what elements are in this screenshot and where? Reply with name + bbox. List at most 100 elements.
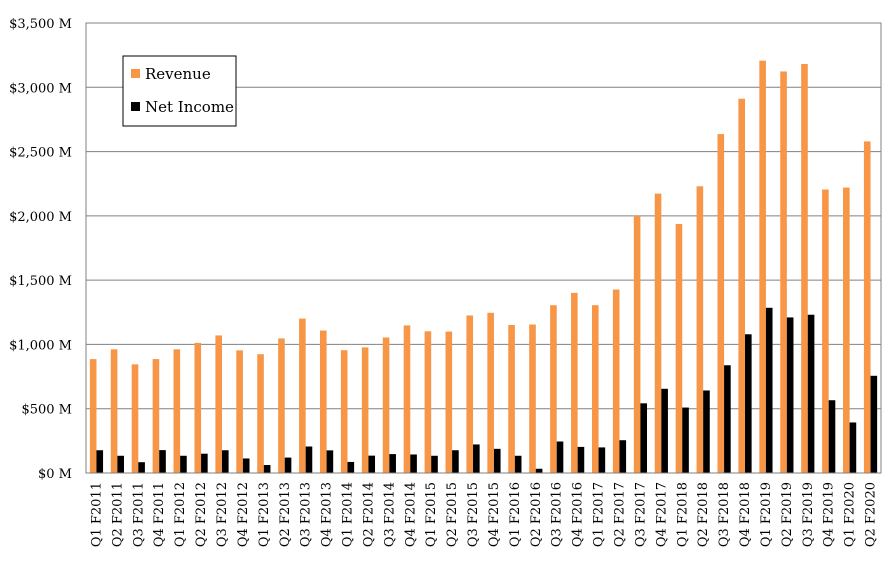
x-tick-label: Q2 F2020 — [864, 482, 879, 547]
x-tick-label: Q2 F2018 — [696, 482, 711, 547]
y-tick-label: $500 M — [21, 403, 72, 418]
x-tick-label: Q3 F2011 — [131, 482, 146, 547]
x-tick-label: Q1 F2017 — [592, 482, 607, 547]
x-tick-label: Q3 F2015 — [466, 482, 481, 547]
revenue-bar — [445, 331, 453, 473]
net-income-bar — [410, 454, 417, 473]
revenue-bar — [529, 324, 536, 473]
x-tick-label: Q3 F2014 — [382, 482, 397, 547]
x-tick-label: Q4 F2012 — [236, 482, 251, 547]
revenue-bar — [738, 98, 746, 473]
y-tick-label: $1,000 M — [9, 338, 72, 353]
legend-swatch-revenue — [131, 69, 140, 78]
net-income-bar — [431, 455, 438, 473]
revenue-bar — [696, 186, 704, 474]
net-income-bar — [180, 455, 187, 473]
net-income-bar — [493, 448, 501, 473]
revenue-bar — [110, 349, 118, 473]
x-tick-label: Q4 F2019 — [822, 482, 837, 547]
net-income-bar — [452, 450, 459, 473]
x-tick-label: Q3 F2018 — [717, 482, 732, 547]
net-income-bar — [284, 457, 292, 473]
x-tick-label: Q2 F2015 — [445, 482, 460, 547]
revenue-bar — [591, 305, 599, 473]
net-income-bar — [305, 446, 313, 473]
y-tick-label: $3,500 M — [9, 17, 72, 32]
x-tick-label: Q1 F2012 — [173, 482, 188, 547]
net-income-bar — [221, 450, 229, 473]
net-income-bar — [703, 390, 710, 473]
net-income-bar — [828, 400, 836, 473]
net-income-bar — [159, 450, 166, 473]
y-tick-label: $0 M — [38, 467, 72, 482]
x-tick-label: Q2 F2019 — [780, 482, 795, 547]
revenue-bar — [89, 359, 97, 473]
net-income-bar — [619, 440, 627, 473]
revenue-bar — [403, 325, 411, 473]
net-income-bar — [117, 455, 124, 473]
x-tick-label: Q2 F2017 — [612, 482, 627, 547]
revenue-bar — [822, 189, 829, 473]
revenue-bar — [633, 215, 641, 474]
net-income-bar — [473, 444, 480, 473]
x-tick-label: Q2 F2011 — [110, 482, 125, 547]
x-tick-label: Q4 F2011 — [152, 482, 167, 547]
y-tick-label: $2,500 M — [9, 146, 72, 161]
revenue-bar — [550, 305, 557, 473]
net-income-bar — [242, 458, 250, 473]
net-income-bar — [138, 462, 145, 473]
x-tick-label: Q2 F2016 — [529, 482, 544, 547]
revenue-bar — [361, 347, 369, 473]
x-tick-label: Q4 F2018 — [738, 482, 753, 547]
revenue-bar — [173, 349, 181, 473]
x-tick-label: Q1 F2015 — [424, 482, 439, 547]
x-tick-label: Q3 F2017 — [633, 482, 648, 547]
net-income-bar — [682, 407, 689, 473]
revenue-bar — [863, 141, 871, 473]
x-tick-label: Q1 F2016 — [508, 482, 523, 547]
legend-label-net-income: Net Income — [145, 98, 234, 116]
x-tick-label: Q2 F2014 — [361, 482, 376, 547]
net-income-bar — [765, 307, 773, 473]
x-tick-label: Q3 F2013 — [299, 482, 314, 547]
x-axis-tick-labels: Q1 F2011 Q2 F2011 Q3 F2011 Q4 F2011 Q1 F2012… — [89, 482, 878, 547]
x-tick-label: Q3 F2019 — [801, 482, 816, 547]
revenue-bar — [654, 193, 662, 474]
x-tick-label: Q4 F2016 — [571, 482, 586, 547]
net-income-bar — [724, 365, 731, 473]
net-income-bar — [577, 446, 585, 473]
x-tick-label: Q3 F2012 — [215, 482, 230, 547]
net-income-bar — [96, 450, 104, 473]
x-tick-label: Q3 F2016 — [550, 482, 565, 547]
net-income-bar — [368, 455, 376, 473]
net-income-bar — [347, 461, 355, 473]
revenue-bar — [257, 354, 264, 473]
revenue-bar — [780, 71, 787, 473]
bars — [89, 60, 878, 474]
plot-frame — [85, 22, 882, 474]
net-income-bar — [640, 403, 648, 473]
revenue-bar — [843, 187, 850, 473]
net-income-bar — [556, 441, 564, 473]
revenue-bar — [131, 364, 139, 473]
y-tick-label: $2,000 M — [9, 210, 72, 225]
revenue-bar — [340, 350, 348, 473]
x-tick-label: Q4 F2017 — [654, 482, 669, 547]
net-income-bar — [535, 468, 543, 473]
revenue-bar — [759, 60, 766, 474]
legend-swatch-net-income — [131, 102, 140, 111]
x-tick-label: Q1 F2014 — [341, 482, 356, 547]
net-income-bar — [326, 450, 334, 473]
net-income-bar — [598, 447, 606, 473]
net-income-bar — [201, 453, 208, 473]
x-tick-label: Q1 F2020 — [843, 482, 858, 547]
x-tick-label: Q1 F2011 — [89, 482, 104, 547]
legend: Revenue Net Income — [122, 55, 237, 127]
revenue-bar — [424, 331, 432, 473]
x-tick-label: Q4 F2013 — [320, 482, 335, 547]
net-income-bar — [745, 334, 752, 473]
revenue-bar — [194, 342, 202, 473]
net-income-bar — [263, 465, 271, 473]
net-income-bar — [661, 388, 668, 473]
revenue-bar — [571, 292, 578, 473]
